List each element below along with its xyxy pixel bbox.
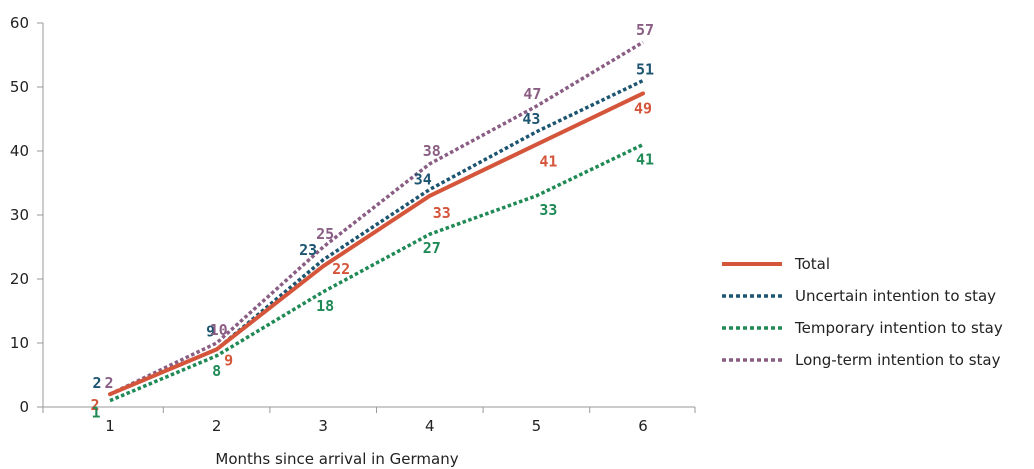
data-label: 18: [316, 297, 334, 315]
x-axis-title: Months since arrival in Germany: [215, 450, 458, 468]
data-label: 22: [332, 260, 350, 278]
data-label: 2: [92, 374, 101, 392]
x-tick-label: 5: [532, 417, 542, 435]
x-tick-label: 4: [425, 417, 435, 435]
data-label: 1: [91, 404, 100, 422]
series-lines: [108, 40, 645, 403]
legend-label: Total: [794, 255, 830, 273]
series-line-0: [108, 91, 645, 397]
data-label: 9: [206, 322, 215, 340]
data-label: 9: [224, 351, 233, 369]
legend-label: Uncertain intention to stay: [795, 287, 996, 305]
y-tick-label: 60: [10, 14, 29, 32]
legend-item: Temporary intention to stay: [722, 319, 1003, 337]
y-tick-label: 20: [10, 270, 29, 288]
series-line-1: [109, 79, 644, 396]
series-line-2: [109, 143, 644, 403]
data-label: 43: [522, 110, 540, 128]
data-label: 34: [414, 170, 432, 188]
data-label: 33: [539, 201, 557, 219]
data-label: 27: [423, 239, 441, 257]
x-tick-label: 1: [105, 417, 115, 435]
data-label: 25: [316, 225, 334, 243]
data-label: 33: [433, 204, 451, 222]
legend-item: Uncertain intention to stay: [722, 287, 996, 305]
y-tick-label: 0: [19, 398, 29, 416]
x-tick-label: 3: [318, 417, 328, 435]
legend-item: Long-term intention to stay: [722, 351, 1001, 369]
data-label: 57: [636, 21, 654, 39]
data-label: 47: [523, 85, 541, 103]
legend-label: Temporary intention to stay: [794, 319, 1003, 337]
y-tick-label: 10: [10, 334, 29, 352]
data-label: 10: [210, 321, 228, 339]
legend-item: Total: [722, 255, 830, 273]
data-labels: 2922334149292334435118182733412102538475…: [90, 21, 654, 421]
y-tick-label: 30: [10, 206, 29, 224]
y-tick-label: 40: [10, 142, 29, 160]
data-label: 41: [539, 153, 557, 171]
x-tick-label: 2: [212, 417, 222, 435]
x-tick-label: 6: [638, 417, 648, 435]
legend-label: Long-term intention to stay: [795, 351, 1001, 369]
legend: Total Uncertain intention to stay Temporar…: [722, 255, 1003, 369]
data-label: 2: [90, 396, 99, 414]
data-label: 23: [299, 241, 317, 259]
data-label: 51: [636, 61, 654, 79]
series-line-3: [109, 40, 644, 396]
data-label: 2: [104, 374, 113, 392]
data-label: 41: [636, 151, 654, 169]
data-label: 38: [423, 142, 441, 160]
data-label: 8: [212, 362, 221, 380]
y-tick-label: 50: [10, 78, 29, 96]
data-label: 49: [634, 99, 652, 117]
